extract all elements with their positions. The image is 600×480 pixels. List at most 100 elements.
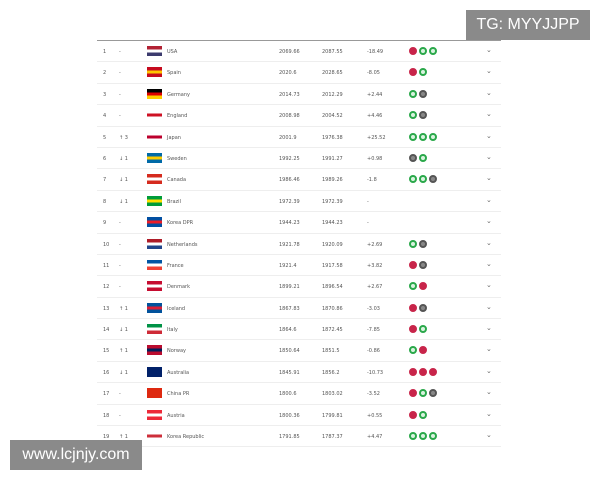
chevron-down-icon[interactable]: ⌄ [486, 259, 492, 268]
chevron-down-icon[interactable]: ⌄ [486, 110, 492, 119]
form-draw-icon [419, 89, 427, 98]
chevron-down-icon[interactable]: ⌄ [486, 366, 492, 375]
chevron-down-icon[interactable]: ⌄ [486, 388, 492, 397]
table-row[interactable]: 19 ↑ 1 Korea Republic 1791.85 1787.37 +4… [97, 426, 501, 448]
table-row[interactable]: 6 ↓ 1 Sweden 1992.25 1991.27 +0.98 ⌄ [97, 148, 501, 170]
table-row[interactable]: 14 ↓ 1 Italy 1864.6 1872.45 -7.85 ⌄ [97, 319, 501, 341]
country-flag [147, 238, 162, 249]
recent-form [409, 325, 427, 334]
country-name: USA [167, 49, 178, 55]
form-loss-icon [409, 389, 417, 398]
country-flag [147, 302, 162, 313]
table-row[interactable]: 8 ↓ 1 Brazil 1972.39 1972.39 - ⌄ [97, 191, 501, 213]
rank: 15 [103, 348, 110, 355]
previous-points: 2004.52 [322, 113, 343, 120]
recent-form [409, 175, 437, 184]
rank-change: ↓ 1 [119, 327, 128, 334]
points-diff: -7.85 [367, 327, 380, 334]
country-flag [147, 46, 162, 56]
previous-points: 1896.54 [322, 284, 343, 291]
total-points: 1921.78 [279, 241, 300, 248]
rank: 11 [103, 262, 110, 269]
country-flag [147, 409, 162, 420]
table-row[interactable]: 5 ↑ 3 Japan 2001.9 1976.38 +25.52 ⌄ [97, 127, 501, 148]
chevron-down-icon[interactable]: ⌄ [486, 345, 492, 354]
watermark-top: TG: MYYJJPP [466, 10, 590, 40]
chevron-down-icon[interactable]: ⌄ [486, 431, 492, 440]
form-loss-icon [409, 303, 417, 312]
chevron-down-icon[interactable]: ⌄ [486, 88, 492, 97]
rank: 18 [103, 412, 110, 419]
total-points: 2020.6 [279, 70, 297, 77]
rank: 8 [103, 198, 107, 205]
rank: 13 [103, 305, 110, 312]
table-row[interactable]: 1 - USA 2069.66 2087.55 -18.49 ⌄ [97, 41, 501, 63]
form-loss-icon [419, 346, 427, 355]
form-loss-icon [419, 367, 427, 376]
form-draw-icon [429, 175, 437, 184]
total-points: 1850.64 [279, 348, 300, 355]
table-row[interactable]: 12 - Denmark 1899.21 1896.54 +2.67 ⌄ [97, 276, 501, 298]
country-name: Korea Republic [167, 434, 205, 441]
form-loss-icon [409, 410, 417, 419]
table-row[interactable]: 9 - Korea DPR 1944.23 1944.23 - ⌄ [97, 212, 501, 234]
table-row[interactable]: 15 ↑ 1 Norway 1850.64 1851.5 -0.86 ⌄ [97, 340, 501, 362]
rank: 1 [103, 49, 107, 55]
chevron-down-icon[interactable]: ⌄ [486, 217, 492, 226]
points-diff: +25.52 [367, 134, 386, 141]
country-flag [147, 388, 162, 399]
country-name: Norway [167, 348, 186, 355]
country-name: Brazil [167, 198, 181, 205]
table-row[interactable]: 18 - Austria 1800.36 1799.81 +0.55 ⌄ [97, 405, 501, 427]
country-flag [147, 431, 162, 442]
table-row[interactable]: 4 - England 2008.98 2004.52 +4.46 ⌄ [97, 105, 501, 127]
rank-change: - [119, 241, 121, 248]
chevron-down-icon[interactable]: ⌄ [486, 131, 492, 140]
chevron-down-icon[interactable]: ⌄ [486, 409, 492, 418]
chevron-down-icon[interactable]: ⌄ [486, 46, 492, 54]
chevron-down-icon[interactable]: ⌄ [486, 67, 492, 76]
rank-change: ↑ 1 [119, 434, 128, 441]
rank: 10 [103, 241, 110, 248]
table-row[interactable]: 13 ↑ 1 Iceland 1867.83 1870.86 -3.03 ⌄ [97, 298, 501, 320]
table-row[interactable]: 2 - Spain 2020.6 2028.65 -8.05 ⌄ [97, 62, 501, 84]
points-diff: -10.73 [367, 369, 384, 376]
form-win-icon [419, 132, 427, 141]
form-loss-icon [409, 367, 417, 376]
country-name: England [167, 113, 188, 120]
form-win-icon [409, 132, 417, 141]
chevron-down-icon[interactable]: ⌄ [486, 324, 492, 333]
chevron-down-icon[interactable]: ⌄ [486, 174, 492, 183]
chevron-down-icon[interactable]: ⌄ [486, 195, 492, 204]
table-row[interactable]: 17 - China PR 1800.6 1803.02 -3.52 ⌄ [97, 383, 501, 405]
points-diff: +0.55 [367, 412, 383, 419]
rank: 16 [103, 369, 110, 376]
table-row[interactable]: 16 ↓ 1 Australia 1845.91 1856.2 -10.73 ⌄ [97, 362, 501, 384]
chevron-down-icon[interactable]: ⌄ [486, 281, 492, 290]
recent-form [409, 153, 427, 162]
table-row[interactable]: 7 ↓ 1 Canada 1986.46 1989.26 -1.8 ⌄ [97, 169, 501, 191]
rank-change: - [119, 113, 121, 120]
table-row[interactable]: 3 - Germany 2014.73 2012.29 +2.44 ⌄ [97, 84, 501, 106]
rank-change: ↓ 1 [119, 155, 128, 162]
country-name: China PR [167, 391, 190, 398]
table-row[interactable]: 11 - France 1921.4 1917.58 +3.82 ⌄ [97, 255, 501, 277]
previous-points: 1803.02 [322, 391, 343, 398]
chevron-down-icon[interactable]: ⌄ [486, 302, 492, 311]
form-win-icon [419, 153, 427, 162]
form-loss-icon [429, 367, 437, 376]
total-points: 1944.23 [279, 220, 300, 227]
form-loss-icon [419, 282, 427, 291]
country-name: Korea DPR [167, 220, 194, 227]
table-row[interactable]: 10 - Netherlands 1921.78 1920.09 +2.69 ⌄ [97, 234, 501, 255]
points-diff: +3.82 [367, 262, 383, 269]
total-points: 1864.6 [279, 327, 297, 334]
form-win-icon [419, 47, 427, 55]
rank-change: ↑ 3 [119, 134, 128, 141]
rank: 3 [103, 91, 107, 98]
chevron-down-icon[interactable]: ⌄ [486, 238, 492, 247]
country-name: Australia [167, 369, 190, 376]
form-win-icon [419, 389, 427, 398]
country-flag [147, 281, 162, 292]
chevron-down-icon[interactable]: ⌄ [486, 152, 492, 161]
